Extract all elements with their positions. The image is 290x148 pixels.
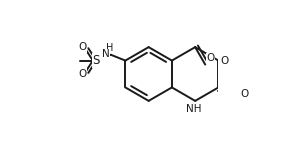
Text: S: S bbox=[93, 54, 100, 67]
Text: N: N bbox=[102, 49, 109, 59]
Text: NH: NH bbox=[186, 104, 202, 115]
Text: H: H bbox=[106, 43, 114, 53]
Text: O: O bbox=[220, 56, 228, 66]
Text: O: O bbox=[78, 42, 86, 53]
Text: O: O bbox=[207, 53, 215, 63]
Text: O: O bbox=[240, 89, 248, 99]
Text: O: O bbox=[78, 69, 86, 79]
